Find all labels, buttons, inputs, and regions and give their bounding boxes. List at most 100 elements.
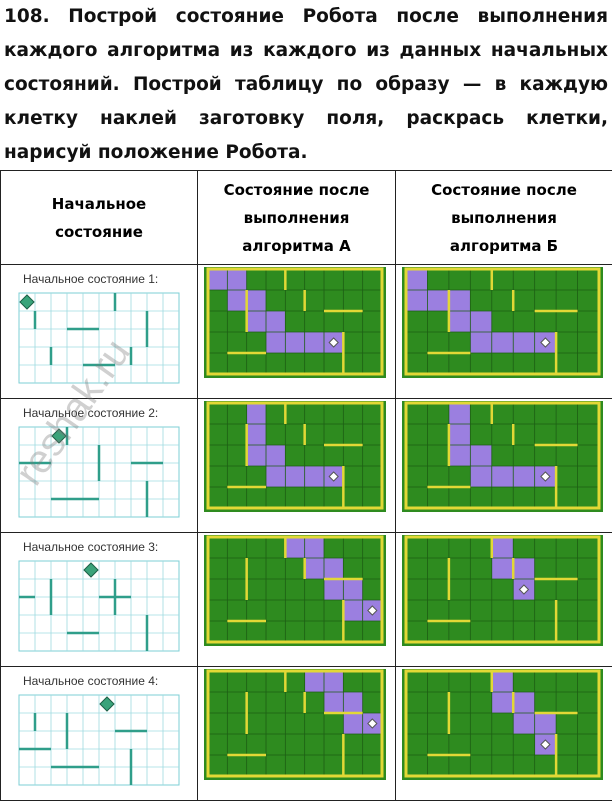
painted-cell xyxy=(406,269,428,290)
painted-cell xyxy=(246,424,266,445)
painted-cell xyxy=(246,290,266,311)
cell xyxy=(197,264,396,399)
painted-cell xyxy=(304,537,324,558)
painted-cell xyxy=(406,290,428,311)
painted-cell xyxy=(534,713,557,734)
painted-cell xyxy=(513,558,535,579)
cell xyxy=(197,398,396,533)
painted-cell xyxy=(227,290,247,311)
field-image xyxy=(402,401,603,512)
painted-cell xyxy=(448,311,471,332)
task: 108. Построй состояние Робота после выпо… xyxy=(4,0,608,170)
field-bg xyxy=(402,401,603,512)
painted-cell xyxy=(266,332,286,353)
robot xyxy=(540,739,551,750)
painted-cell xyxy=(491,671,514,692)
painted-cell xyxy=(513,466,535,487)
header-cell: Состояние после выполнения алгоритма Б xyxy=(395,170,612,265)
painted-cell xyxy=(448,424,471,445)
robot xyxy=(328,471,339,482)
robot xyxy=(518,584,530,595)
painted-cell xyxy=(491,537,514,558)
cell xyxy=(395,398,612,533)
header-cell: Состояние после выполнения алгоритма А xyxy=(197,170,396,265)
field-bg xyxy=(204,401,386,512)
painted-cell xyxy=(324,579,344,600)
painted-cell xyxy=(513,692,535,713)
painted-cell xyxy=(470,466,492,487)
painted-cell xyxy=(343,579,363,600)
task-number: 108. xyxy=(4,6,50,27)
robot xyxy=(367,605,378,616)
robot xyxy=(540,471,551,482)
row: Начальное состояние 3: xyxy=(0,532,612,667)
cell: Начальное состояние 2: xyxy=(0,398,198,533)
painted-cell xyxy=(266,466,286,487)
painted-cell xyxy=(266,445,286,466)
field-image xyxy=(402,669,603,780)
painted-cell xyxy=(324,692,344,713)
header-row: Начальное состояние Состояние после выпо… xyxy=(0,170,612,265)
robot xyxy=(540,337,551,348)
painted-cell xyxy=(448,290,471,311)
robot xyxy=(19,294,35,310)
painted-cell xyxy=(343,713,363,734)
robot xyxy=(367,718,378,729)
painted-cell xyxy=(246,445,266,466)
field-image: Начальное состояние 2: xyxy=(18,406,180,518)
frame xyxy=(404,401,601,510)
frame xyxy=(206,669,384,778)
cell: Начальное состояние 4: xyxy=(0,666,198,801)
cell xyxy=(395,666,612,801)
field-image xyxy=(402,535,603,646)
frame xyxy=(404,669,601,778)
field-image xyxy=(402,267,603,378)
frame xyxy=(206,535,384,644)
painted-cell xyxy=(246,311,266,332)
row: Начальное состояние 1: xyxy=(0,264,612,399)
row-label: Начальное состояние 4: xyxy=(23,674,158,688)
painted-cell xyxy=(285,466,305,487)
cell xyxy=(197,532,396,667)
painted-cell xyxy=(513,332,535,353)
field-image xyxy=(204,267,386,378)
robot xyxy=(328,337,339,348)
field-image xyxy=(204,401,386,512)
painted-cell xyxy=(513,713,535,734)
field-image: Начальное состояние 4: xyxy=(18,674,180,786)
row: Начальное состояние 2: xyxy=(0,398,612,533)
painted-cell xyxy=(324,558,344,579)
cell xyxy=(197,666,396,801)
painted-cell xyxy=(208,269,228,290)
painted-cell xyxy=(227,269,247,290)
cell xyxy=(395,264,612,399)
cell: Начальное состояние 1: xyxy=(0,264,198,399)
robot xyxy=(51,428,67,444)
painted-cell xyxy=(491,332,514,353)
painted-cell xyxy=(448,445,471,466)
row-label: Начальное состояние 1: xyxy=(23,272,158,286)
task-text: Построй состояние Робота после выполнени… xyxy=(4,6,608,163)
painted-cell xyxy=(491,466,514,487)
row: Начальное состояние 4: xyxy=(0,666,612,801)
painted-cell xyxy=(491,558,514,579)
cell xyxy=(395,532,612,667)
cell: Начальное состояние 3: xyxy=(0,532,198,667)
row-label: Начальное состояние 3: xyxy=(23,540,158,554)
robot xyxy=(99,696,115,712)
painted-cell xyxy=(427,290,449,311)
painted-cell xyxy=(266,311,286,332)
table: Начальное состояние Состояние после выпо… xyxy=(0,170,612,801)
painted-cell xyxy=(343,692,363,713)
robot xyxy=(83,562,99,578)
field-image xyxy=(204,669,386,780)
header-cell: Начальное состояние xyxy=(0,170,198,265)
painted-cell xyxy=(246,403,266,424)
frame xyxy=(404,535,601,644)
painted-cell xyxy=(285,332,305,353)
field-image: Начальное состояние 3: xyxy=(18,540,180,652)
field-image: Начальное состояние 1: xyxy=(18,272,180,384)
painted-cell xyxy=(448,403,471,424)
painted-cell xyxy=(343,600,363,621)
